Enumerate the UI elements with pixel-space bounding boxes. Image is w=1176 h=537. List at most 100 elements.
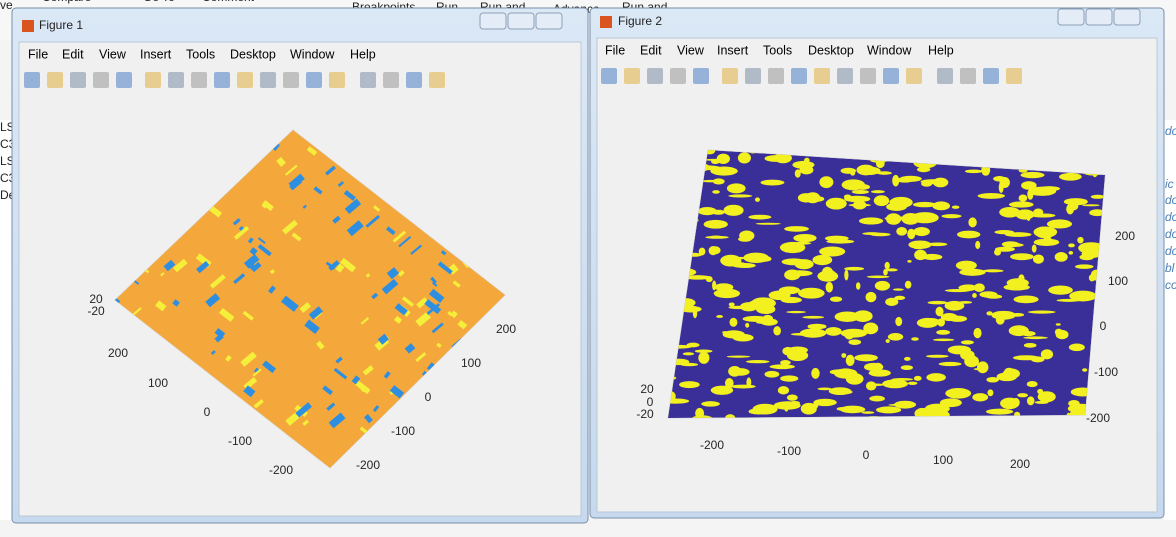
toolbar-button[interactable] xyxy=(214,72,230,88)
cloud-patch xyxy=(926,354,949,358)
menu-item[interactable]: Help xyxy=(928,43,954,57)
cloud-patch xyxy=(163,259,176,272)
cloud-patch xyxy=(817,270,839,282)
toolstrip-button[interactable]: Comment xyxy=(202,0,255,4)
toolbar-button[interactable] xyxy=(883,68,899,84)
cloud-patch xyxy=(825,326,842,336)
cloud-patch xyxy=(410,244,423,255)
toolbar-button[interactable] xyxy=(191,72,207,88)
cloud-patch xyxy=(257,237,266,245)
toolbar-button[interactable] xyxy=(168,72,184,88)
toolbar-button[interactable] xyxy=(70,72,86,88)
cloud-patch xyxy=(1052,287,1065,295)
menu-item[interactable]: Tools xyxy=(763,43,792,57)
cloud-patch xyxy=(944,289,971,293)
cloud-patch xyxy=(829,369,851,375)
workspace-item: ve xyxy=(0,0,13,12)
toolbar-button[interactable] xyxy=(329,72,345,88)
cloud-patch xyxy=(781,258,807,266)
toolbar-button[interactable] xyxy=(360,72,376,88)
toolbar-button[interactable] xyxy=(145,72,161,88)
cloud-patch xyxy=(728,305,749,310)
cloud-patch xyxy=(887,333,904,341)
toolbar-button[interactable] xyxy=(429,72,445,88)
toolbar-button[interactable] xyxy=(116,72,132,88)
menu-item[interactable]: File xyxy=(28,47,48,61)
toolbar-button[interactable] xyxy=(260,72,276,88)
toolbar-button[interactable] xyxy=(283,72,299,88)
menu-item[interactable]: Desktop xyxy=(808,43,854,57)
toolbar-button[interactable] xyxy=(906,68,922,84)
cloud-patch xyxy=(1012,355,1040,361)
toolbar-button[interactable] xyxy=(791,68,807,84)
toolbar-button[interactable] xyxy=(647,68,663,84)
toolbar-button[interactable] xyxy=(24,72,40,88)
cloud-patch xyxy=(787,346,808,354)
toolbar-button[interactable] xyxy=(860,68,876,84)
toolbar-button[interactable] xyxy=(601,68,617,84)
cloud-patch xyxy=(1054,328,1063,336)
cloud-patch xyxy=(713,288,741,299)
maximize-button[interactable] xyxy=(507,12,535,30)
close-button[interactable] xyxy=(1113,8,1141,26)
menu-item[interactable]: Window xyxy=(867,43,912,57)
toolbar-button[interactable] xyxy=(406,72,422,88)
cloud-patch xyxy=(404,343,416,354)
menu-item[interactable]: File xyxy=(605,43,625,57)
toolbar-button[interactable] xyxy=(1006,68,1022,84)
toolbar-button[interactable] xyxy=(960,68,976,84)
toolbar-button[interactable] xyxy=(93,72,109,88)
menu-item[interactable]: Help xyxy=(350,47,376,61)
menu-item[interactable]: Desktop xyxy=(230,47,276,61)
menu-item[interactable]: Window xyxy=(290,47,335,61)
toolbar-button[interactable] xyxy=(624,68,640,84)
toolbar-button[interactable] xyxy=(814,68,830,84)
menu-item[interactable]: Edit xyxy=(62,47,84,61)
cloud-patch xyxy=(1031,244,1037,253)
cloud-patch xyxy=(703,219,728,229)
menu-item[interactable]: Insert xyxy=(717,43,749,57)
toolbar-button[interactable] xyxy=(237,72,253,88)
toolbar-button[interactable] xyxy=(983,68,999,84)
toolstrip-button[interactable]: Compare xyxy=(42,0,92,4)
close-button[interactable] xyxy=(535,12,563,30)
menu-item[interactable]: View xyxy=(99,47,127,61)
toolbar-button[interactable] xyxy=(670,68,686,84)
minimize-button[interactable] xyxy=(1057,8,1085,26)
menu-item[interactable]: Edit xyxy=(640,43,662,57)
cloud-patch xyxy=(737,152,751,164)
toolbar-button[interactable] xyxy=(745,68,761,84)
cloud-patch xyxy=(896,226,908,236)
cloud-patch xyxy=(725,378,734,389)
toolbar-button[interactable] xyxy=(937,68,953,84)
tick-label: -20 xyxy=(636,407,654,421)
tick-label: -200 xyxy=(269,463,293,477)
cloud-patch xyxy=(956,388,965,396)
cloud-patch xyxy=(250,261,262,273)
toolbar-button[interactable] xyxy=(306,72,322,88)
cloud-patch xyxy=(233,226,250,240)
toolbar-button[interactable] xyxy=(693,68,709,84)
maximize-button[interactable] xyxy=(1085,8,1113,26)
minimize-button[interactable] xyxy=(479,12,507,30)
cloud-patch xyxy=(986,376,999,383)
cloud-patch xyxy=(155,300,167,312)
toolstrip-button[interactable]: Go To xyxy=(143,0,175,4)
toolbar-button[interactable] xyxy=(722,68,738,84)
cloud-patch xyxy=(372,405,380,413)
menu-item[interactable]: View xyxy=(677,43,705,57)
left-panel xyxy=(0,120,12,520)
cloud-patch xyxy=(437,261,453,275)
cloud-patch xyxy=(921,180,933,187)
menu-item[interactable]: Tools xyxy=(186,47,215,61)
cloud-patch xyxy=(852,200,867,210)
toolbar-button[interactable] xyxy=(47,72,63,88)
toolbar-button[interactable] xyxy=(383,72,399,88)
cloud-patch xyxy=(401,296,414,307)
menu-item[interactable]: Insert xyxy=(140,47,172,61)
cloud-patch xyxy=(398,236,412,248)
toolbar-button[interactable] xyxy=(837,68,853,84)
toolbar-button[interactable] xyxy=(768,68,784,84)
cloud-patch xyxy=(841,353,847,358)
cloud-patch xyxy=(941,214,962,219)
